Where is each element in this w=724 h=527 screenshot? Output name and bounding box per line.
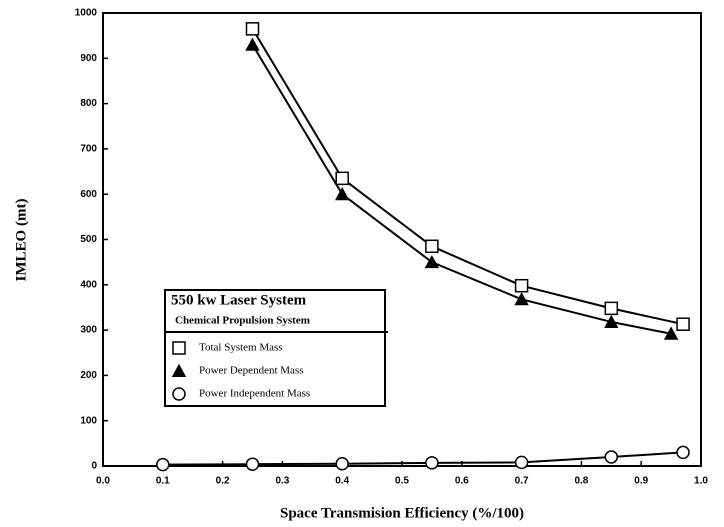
x-tick-label: 0.3 [275, 476, 289, 487]
y-tick-label: 800 [80, 98, 97, 109]
marker-circle [514, 455, 529, 470]
series-line [251, 44, 672, 335]
x-tick-label: 0.5 [395, 476, 409, 487]
marker-square [604, 301, 619, 316]
x-tick-label: 0.9 [634, 476, 648, 487]
marker-triangle [604, 314, 619, 328]
y-tick-label: 1000 [75, 8, 98, 19]
legend-label: Power Independent Mass [199, 388, 310, 400]
marker-circle [335, 456, 349, 471]
marker-square [245, 22, 260, 36]
y-tick-label: 0 [91, 461, 97, 472]
x-tick-label: 0.8 [574, 476, 588, 487]
marker-circle [172, 387, 186, 401]
marker-circle [676, 445, 690, 460]
y-tick-label: 400 [80, 279, 97, 290]
x-tick-label: 0.4 [335, 476, 349, 487]
marker-triangle [514, 292, 529, 306]
y-axis-title: IMLEO (mt) [13, 199, 29, 282]
marker-square [425, 239, 439, 254]
marker-square [514, 278, 529, 293]
x-axis-title: Space Transmision Efficiency (%/100) [280, 505, 524, 521]
legend-subtitle: Chemical Propulsion System [175, 315, 310, 327]
x-tick-label: 0.2 [216, 476, 230, 487]
marker-triangle [245, 37, 260, 51]
marker-triangle [424, 254, 440, 269]
x-tick-label: 0.7 [515, 476, 529, 487]
marker-triangle [663, 326, 679, 340]
x-tick-label: 1.0 [694, 476, 708, 487]
x-tick-label: 0.1 [156, 476, 170, 487]
marker-circle [604, 450, 619, 464]
marker-triangle [335, 187, 350, 201]
y-tick-label: 100 [80, 415, 97, 426]
y-tick-label: 500 [80, 234, 97, 245]
x-tick-label: 0.0 [96, 476, 110, 487]
y-tick-label: 200 [80, 370, 97, 381]
marker-square [335, 171, 349, 186]
marker-square [172, 341, 186, 355]
legend-box [164, 289, 386, 407]
marker-circle [425, 456, 439, 470]
series-line [251, 28, 684, 326]
y-tick-label: 700 [80, 144, 97, 155]
marker-circle [245, 457, 260, 471]
legend-label: Total System Mass [199, 342, 283, 354]
y-tick-label: 600 [80, 189, 97, 200]
marker-square [676, 317, 690, 331]
x-tick-label: 0.6 [455, 476, 469, 487]
y-tick-label: 900 [80, 53, 97, 64]
legend-label: Power Dependent Mass [199, 365, 303, 377]
legend-title: 550 kw Laser System [171, 292, 307, 308]
y-tick-label: 300 [80, 325, 97, 336]
marker-circle [156, 457, 170, 472]
marker-triangle [171, 363, 187, 377]
